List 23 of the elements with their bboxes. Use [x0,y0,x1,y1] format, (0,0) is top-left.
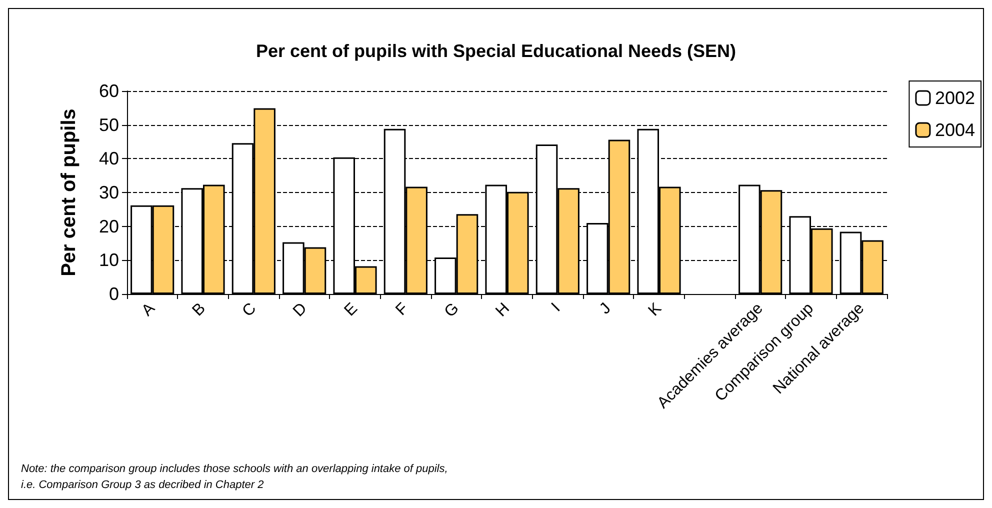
text: Note: the comparison group includes those schools with an overlapping intake of pupils, i.e. Comparison Group 3 as decribed in Chapter 2 [21,463,448,491]
chart-title: Per cent of pupils with Special Educational Needs (SEN) [256,41,736,61]
y-tick-label: 50 [98,114,119,135]
x-tick-label: D [290,300,310,320]
x-tick-label: A [138,300,159,320]
legend-label: 2002 [934,88,976,108]
x-tick-label: C [239,300,260,320]
x-tick-label: F [392,300,412,319]
legend-label: 2004 [934,120,976,140]
y-tick-label: 40 [98,148,119,169]
x-tick-label: G [442,300,462,321]
y-tick-label: 30 [98,182,119,202]
y-tick-label: 20 [98,216,119,236]
x-tick-label: E [341,300,362,320]
x-tick-label: B [189,300,210,320]
y-axis-title: Per cent of pupils [58,108,80,276]
x-tick-label: K [645,300,666,320]
x-tick-label: J [596,300,614,318]
x-tick-label: H [492,300,514,320]
y-tick-label: 60 [98,81,119,101]
y-tick-label: 0 [108,284,119,304]
y-tick-label: 10 [98,250,119,270]
x-tick-label: I [548,300,564,316]
